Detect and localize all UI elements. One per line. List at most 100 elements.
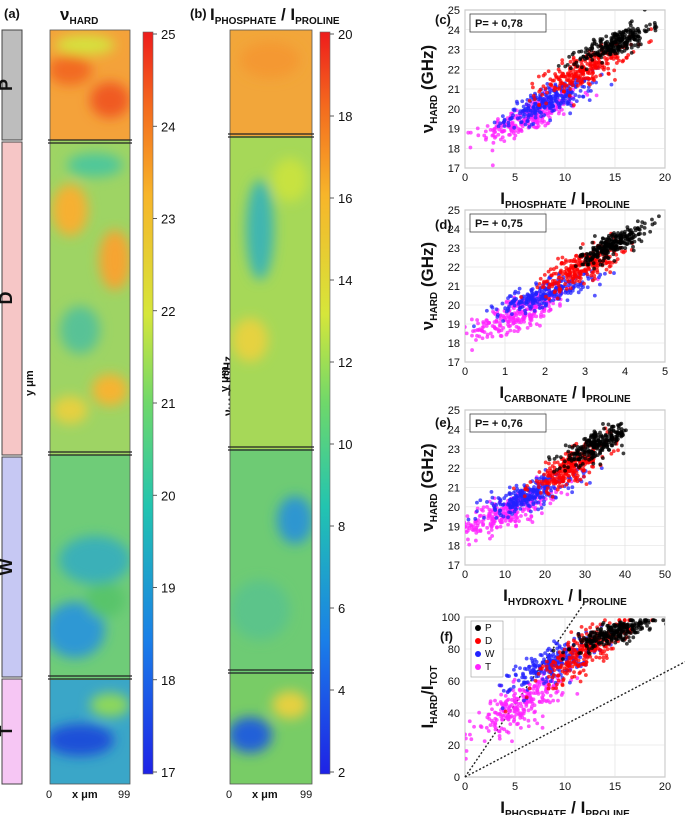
data-point <box>533 305 538 310</box>
y-tick-label: 40 <box>448 708 460 720</box>
data-point <box>607 238 612 243</box>
data-point <box>555 460 560 465</box>
data-point <box>582 281 586 286</box>
data-point <box>465 736 468 741</box>
data-point <box>587 470 592 475</box>
data-point <box>490 514 495 519</box>
data-point <box>557 650 562 655</box>
data-point <box>580 643 584 648</box>
data-point <box>539 653 544 658</box>
data-point <box>631 248 636 253</box>
data-point <box>519 503 524 507</box>
data-point <box>481 505 486 510</box>
data-point <box>532 308 537 313</box>
series-P <box>551 618 665 661</box>
data-point <box>604 34 609 39</box>
data-point <box>502 118 507 123</box>
y-tick-label: 18 <box>448 143 460 155</box>
data-point <box>530 122 534 127</box>
data-point <box>584 641 588 646</box>
data-point <box>557 86 562 91</box>
data-point <box>591 37 596 42</box>
data-point <box>514 706 519 710</box>
data-point <box>599 466 604 471</box>
data-point <box>548 96 553 101</box>
data-point <box>554 495 558 500</box>
y-tick-label: 25 <box>448 5 460 17</box>
data-point <box>609 243 614 247</box>
y-tick-label: 21 <box>448 483 460 495</box>
data-point <box>607 260 612 265</box>
data-point <box>565 492 570 497</box>
data-point <box>468 523 473 528</box>
data-point <box>554 664 559 669</box>
data-point <box>521 695 526 699</box>
data-point <box>583 450 588 455</box>
data-point <box>561 678 566 683</box>
colorbar-tick-label: 2 <box>338 765 345 780</box>
data-point <box>541 491 546 495</box>
data-point <box>587 67 592 72</box>
data-point <box>481 522 486 526</box>
data-point <box>590 75 595 80</box>
y-tick-label: 0 <box>454 772 460 784</box>
panel-a-title: νHARD <box>60 5 98 27</box>
data-point <box>582 474 586 479</box>
data-point <box>475 333 479 338</box>
data-point <box>620 443 624 448</box>
data-point <box>527 664 532 669</box>
data-point <box>536 671 541 676</box>
data-point <box>583 76 588 81</box>
data-point <box>554 454 559 459</box>
data-point <box>495 702 500 707</box>
data-point <box>622 428 627 433</box>
data-point <box>547 304 551 309</box>
data-point <box>614 436 619 440</box>
data-point <box>585 92 590 97</box>
data-point <box>596 640 601 644</box>
data-point <box>636 227 641 232</box>
data-point <box>571 277 575 281</box>
data-point <box>551 301 556 306</box>
data-point <box>629 42 634 47</box>
data-point <box>579 269 584 274</box>
data-point <box>492 120 497 125</box>
data-point <box>489 528 494 532</box>
data-point <box>596 436 601 441</box>
y-tick-label: 19 <box>448 319 460 331</box>
data-point <box>576 69 580 74</box>
data-point <box>515 101 520 106</box>
data-point <box>559 693 564 697</box>
data-point <box>498 508 503 513</box>
x-axis-label: IPHOSPHATE / IPROLINE <box>500 798 630 815</box>
data-point <box>586 262 591 267</box>
data-point <box>568 286 573 291</box>
data-point <box>547 110 552 115</box>
data-point <box>485 124 490 128</box>
x-tick-label: 20 <box>539 569 551 581</box>
data-point <box>575 78 580 83</box>
data-point <box>512 715 517 720</box>
data-point <box>612 68 617 73</box>
data-point <box>567 680 572 685</box>
data-point <box>545 659 549 664</box>
data-point <box>548 693 553 698</box>
data-point <box>551 673 556 677</box>
data-point <box>533 678 538 683</box>
data-point <box>529 696 533 701</box>
data-point <box>634 621 638 626</box>
data-point <box>577 634 582 639</box>
data-point <box>500 702 504 707</box>
data-point <box>551 648 556 653</box>
data-point <box>621 451 626 456</box>
data-point <box>497 328 502 333</box>
x-tick-label: 0 <box>462 366 468 378</box>
data-point <box>570 664 575 669</box>
data-point <box>587 634 592 638</box>
data-point <box>514 673 518 678</box>
data-point <box>484 725 489 730</box>
data-point <box>533 300 538 305</box>
data-point <box>626 622 630 627</box>
data-point <box>569 630 574 635</box>
